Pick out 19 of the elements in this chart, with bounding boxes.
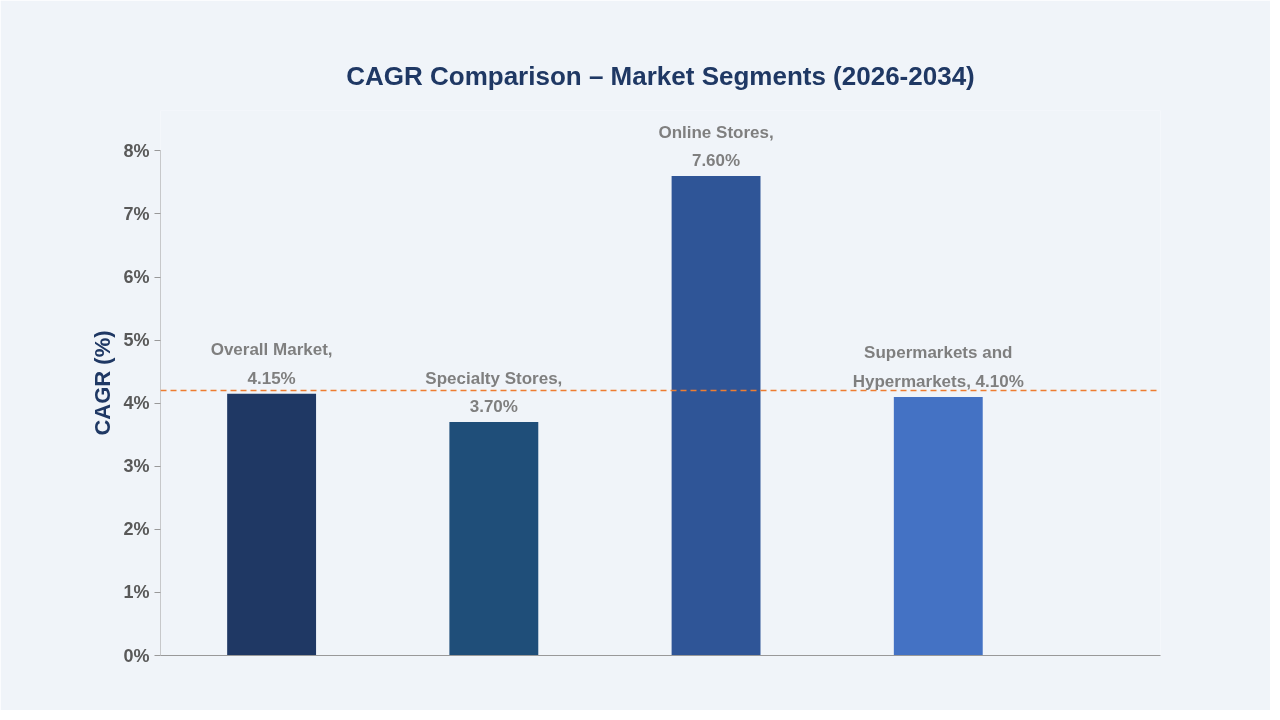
bar [671,176,761,656]
bar [227,393,317,656]
bar [449,422,539,656]
y-tick-label: 6% [123,267,150,288]
bar [893,396,983,656]
y-tick-label: 5% [123,330,150,351]
y-tick-label: 7% [123,203,150,224]
y-tick-label: 0% [123,645,150,666]
y-tick-label: 4% [123,393,150,414]
data-label: Overall Market, 4.15% [210,340,333,388]
chart-title: CAGR Comparison – Market Segments (2026-2034) [346,60,975,91]
data-label: Supermarkets and Hypermarkets, 4.10% [852,343,1024,391]
data-label: Online Stores, 7.60% [658,122,774,171]
y-tick-label: 1% [123,582,150,603]
data-label: Specialty Stores, 3.70% [425,368,563,417]
y-tick-label: 2% [123,519,150,540]
y-tick-label: 8% [123,140,150,161]
y-axis-title: CAGR (%) [90,330,116,436]
y-tick-label: 3% [123,456,150,477]
